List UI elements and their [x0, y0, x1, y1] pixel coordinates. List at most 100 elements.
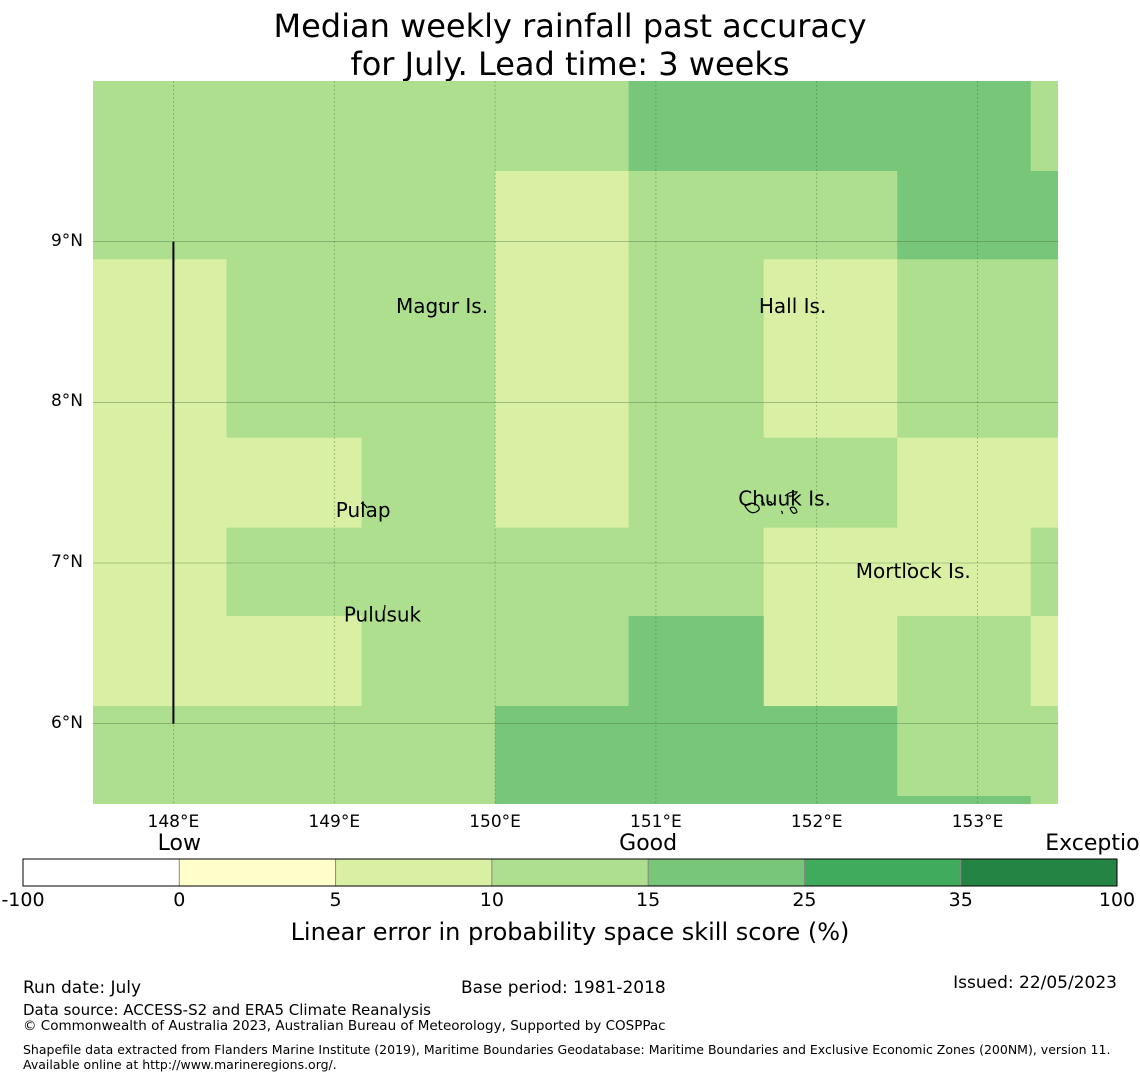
colorbar-segment: [179, 859, 336, 886]
x-tick-label: 152°E: [790, 812, 843, 832]
grid-cell: [763, 171, 898, 260]
colorbar-category-label: Exceptional: [1045, 831, 1140, 856]
x-tick-label: 148°E: [147, 812, 200, 832]
colorbar-segment: [491, 859, 649, 886]
grid-cell: [226, 349, 363, 439]
grid-cell: [1030, 259, 1058, 350]
grid-cell: [495, 706, 630, 797]
x-tick-label: 153°E: [951, 812, 1004, 832]
colorbar-tick-label: 25: [792, 889, 817, 911]
grid-cell: [897, 706, 1032, 797]
chart-title-line-2: for July. Lead time: 3 weeks: [350, 45, 790, 83]
grid-cell: [495, 81, 630, 172]
colorbar-tick-label: 10: [479, 889, 504, 911]
run-date: Run date: July: [23, 978, 142, 998]
grid-cell: [93, 796, 228, 804]
place-label: Magur Is.: [396, 294, 488, 318]
colorbar-tick-label: 100: [1098, 889, 1136, 911]
place-label: Mortlock Is.: [856, 559, 971, 583]
grid-cell: [763, 259, 898, 350]
grid-cell: [226, 796, 363, 804]
grid-cell: [93, 259, 228, 350]
grid-cell: [1030, 171, 1058, 260]
grid-cell: [495, 616, 630, 707]
colorbar-segment: [804, 859, 961, 886]
grid-cell: [763, 527, 898, 617]
grid-cell: [897, 437, 1032, 529]
grid-cell: [897, 616, 1032, 707]
grid-cell: [93, 616, 228, 707]
grid-cell: [628, 259, 765, 350]
place-label: Hall Is.: [759, 294, 826, 318]
grid-cell: [495, 349, 630, 439]
chuuk-lagoon-outline: [744, 491, 798, 515]
colorbar-segment: [23, 859, 180, 886]
grid-cell: [226, 706, 363, 797]
grid-cell: [495, 796, 630, 804]
grid-cell: [1030, 81, 1058, 172]
grid-cell: [93, 706, 228, 797]
grid-cell: [628, 437, 765, 529]
grid-cell: [361, 437, 496, 529]
grid-cell: [628, 171, 765, 260]
grid-cell: [361, 171, 496, 260]
grid-cell: [226, 527, 363, 617]
shapefile-credit: Shapefile data extracted from Flanders M…: [23, 1042, 1111, 1072]
grid-cell: [897, 171, 1032, 260]
colorbar-tick-label: 15: [636, 889, 661, 911]
island-outlines: [360, 302, 912, 612]
grid-cell: [226, 259, 363, 350]
pulap-island-outline: [360, 502, 368, 509]
colorbar-tick-label: 35: [948, 889, 973, 911]
colorbar-segment: [335, 859, 492, 886]
map-canvas: Magur Is. Hall Is. Pulap Chuuk Is. Mortlock …: [93, 81, 1058, 804]
grid-cell: [226, 171, 363, 260]
grid-cell: [1030, 527, 1058, 617]
grid-cell: [495, 437, 630, 529]
grid-cell: [897, 259, 1032, 350]
colorbar-tick-label: -100: [1, 889, 45, 911]
grid-cell: [628, 616, 765, 707]
grid-cell: [93, 527, 228, 617]
grid-cell: [763, 437, 898, 529]
mortlock-island-outline: [906, 562, 912, 565]
data-source: Data source: ACCESS-S2 and ERA5 Climate …: [23, 1001, 431, 1019]
x-tick-label: 151°E: [630, 812, 682, 832]
place-labels: Magur Is. Hall Is. Pulap Chuuk Is. Mortlock …: [336, 294, 971, 626]
magur-island-outline: [438, 302, 446, 306]
grid-cell: [897, 796, 1032, 804]
y-tick-label: 7°N: [50, 552, 83, 572]
y-tick-label: 9°N: [50, 230, 83, 251]
copyright-notice: © Commonwealth of Australia 2023, Austra…: [23, 1018, 666, 1034]
colorbar: [22, 858, 1118, 887]
place-label: Pulusuk: [344, 602, 422, 626]
grid-cell: [361, 527, 496, 617]
grid-cell: [495, 259, 630, 350]
grid-cell: [361, 616, 496, 707]
x-tick-label: 150°E: [469, 812, 521, 832]
colorbar-segment: [648, 859, 805, 886]
grid-cell: [93, 437, 228, 529]
pulusuk-island-outline: [383, 604, 386, 612]
colorbar-frame: [22, 858, 1118, 887]
y-tick-label: 8°N: [50, 391, 83, 412]
grid-cell: [226, 437, 363, 529]
grid-cell: [1030, 706, 1058, 797]
grid-cell: [1030, 349, 1058, 439]
grid-cell: [93, 81, 228, 172]
grid-cell: [763, 706, 898, 797]
colorbar-tick-label: 5: [329, 889, 342, 911]
grid-cell: [763, 81, 898, 172]
grid-cell: [897, 527, 1032, 617]
colorbar-category-label: Good: [619, 831, 678, 856]
grid-cell: [1030, 616, 1058, 707]
grid-cell: [897, 81, 1032, 172]
grid-cell: [763, 616, 898, 707]
grid-cell: [897, 349, 1032, 439]
grid-cell: [628, 796, 765, 804]
grid-cell: [361, 349, 496, 439]
grid-cell: [763, 349, 898, 439]
x-tick-label: 149°E: [308, 812, 361, 832]
grid-cell: [93, 349, 228, 439]
grid-cell: [628, 81, 765, 172]
